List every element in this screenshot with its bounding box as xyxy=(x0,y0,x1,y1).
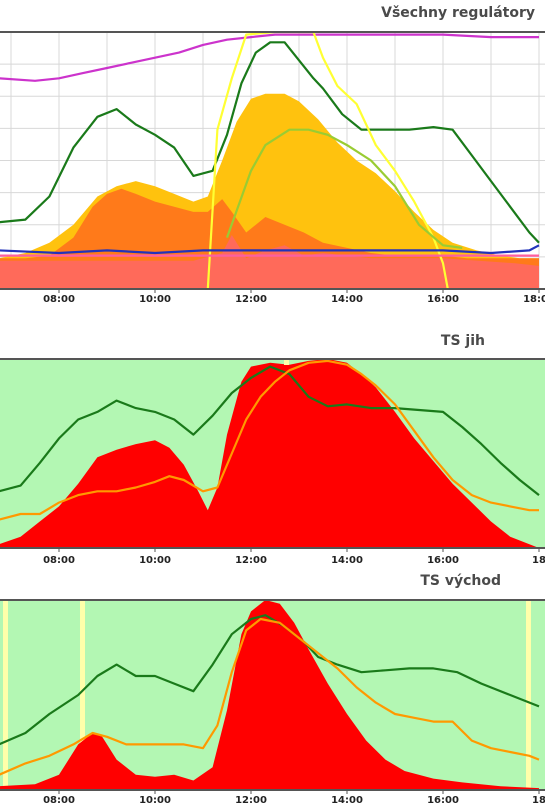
panel-2-ts-jih: 08:00 10:00 12:00 14:00 16:00 18 xyxy=(0,358,545,566)
x-tick-label: 14:00 xyxy=(331,294,363,305)
panel-2-x-ticks: 08:00 10:00 12:00 14:00 16:00 18 xyxy=(43,548,545,566)
x-tick-label: 08:00 xyxy=(43,795,75,806)
series-line-2 xyxy=(0,617,540,776)
panel-1-title: Všechny regulátory xyxy=(381,5,535,21)
series-line-6 xyxy=(225,128,463,249)
series-area-0 xyxy=(0,600,539,790)
series-line-3 xyxy=(0,33,539,82)
x-tick-label: 10:00 xyxy=(139,795,171,806)
panel-2-series xyxy=(0,359,540,547)
x-tick-label: 18 xyxy=(532,795,545,806)
x-tick-label: 12:00 xyxy=(235,795,267,806)
panel-3-highlight-band xyxy=(3,600,8,790)
series-area-2 xyxy=(0,235,539,289)
panel-3-highlight-band xyxy=(526,600,531,790)
x-tick-label: 18 xyxy=(532,555,545,566)
panel-3-title: TS východ xyxy=(420,573,501,589)
x-tick-label: 16:00 xyxy=(427,795,459,806)
x-tick-label: 10:00 xyxy=(139,294,171,305)
series-line-1 xyxy=(0,614,540,746)
x-tick-label: 08:00 xyxy=(43,294,75,305)
panel-3-x-ticks: 08:00 10:00 12:00 14:00 16:00 18 xyxy=(43,790,545,806)
x-tick-label: 14:00 xyxy=(331,555,363,566)
panel-2-title: TS jih xyxy=(440,333,485,349)
panel-2-highlight-band xyxy=(284,359,289,365)
panel-1-x-ticks: 08:00 10:00 12:00 14:00 16:00 18:00 xyxy=(43,289,545,305)
series-line-5 xyxy=(206,32,449,289)
series-line-2 xyxy=(0,359,539,521)
panel-3-ts-vychod: 08:00 10:00 12:00 14:00 16:00 18 xyxy=(0,599,545,806)
x-tick-label: 12:00 xyxy=(235,555,267,566)
panel-3-highlight-band xyxy=(80,600,85,790)
x-tick-label: 12:00 xyxy=(235,294,267,305)
panel-1-all-regulators: 08:00 10:00 12:00 14:00 16:00 18:00 xyxy=(0,31,545,305)
x-tick-label: 14:00 xyxy=(331,795,363,806)
series-line-7 xyxy=(0,244,540,255)
x-tick-label: 16:00 xyxy=(427,294,459,305)
panel-3-series xyxy=(0,600,540,790)
series-line-4 xyxy=(0,41,540,244)
x-tick-label: 18:00 xyxy=(523,294,545,305)
x-tick-label: 16:00 xyxy=(427,555,459,566)
series-area-0 xyxy=(0,359,537,547)
series-line-1 xyxy=(0,365,540,496)
panel-1-series xyxy=(0,32,540,289)
x-tick-label: 10:00 xyxy=(139,555,171,566)
x-tick-label: 08:00 xyxy=(43,555,75,566)
